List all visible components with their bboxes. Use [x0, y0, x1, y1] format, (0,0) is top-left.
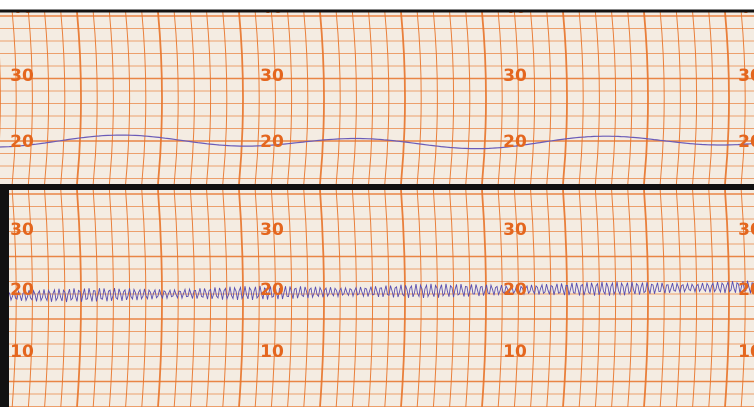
scale-label: 30: [503, 66, 527, 86]
scale-label: 20: [10, 280, 34, 300]
scale-label: 30: [260, 220, 284, 240]
scale-label: 10: [10, 342, 34, 362]
scale-label: 30: [738, 66, 754, 86]
scale-label: 30: [260, 66, 284, 86]
scale-label: 20: [738, 132, 754, 152]
left-edge: [0, 190, 9, 407]
scale-label: 30: [738, 220, 754, 240]
scale-label: 20: [738, 280, 754, 300]
panel-divider: [0, 184, 754, 190]
scale-label: 20: [260, 132, 284, 152]
chart-paper: 4030204030204030204030203020103020103020…: [0, 0, 754, 407]
scale-label: 10: [503, 342, 527, 362]
scale-label: 10: [260, 342, 284, 362]
scale-label: 20: [260, 280, 284, 300]
scale-label: 20: [503, 132, 527, 152]
scale-label: 30: [503, 220, 527, 240]
scale-label: 30: [10, 66, 34, 86]
scale-label: 20: [503, 280, 527, 300]
page: 4030204030204030204030203020103020103020…: [0, 0, 754, 407]
scale-label: 20: [10, 132, 34, 152]
scale-label: 30: [10, 220, 34, 240]
scale-label: 10: [738, 342, 754, 362]
